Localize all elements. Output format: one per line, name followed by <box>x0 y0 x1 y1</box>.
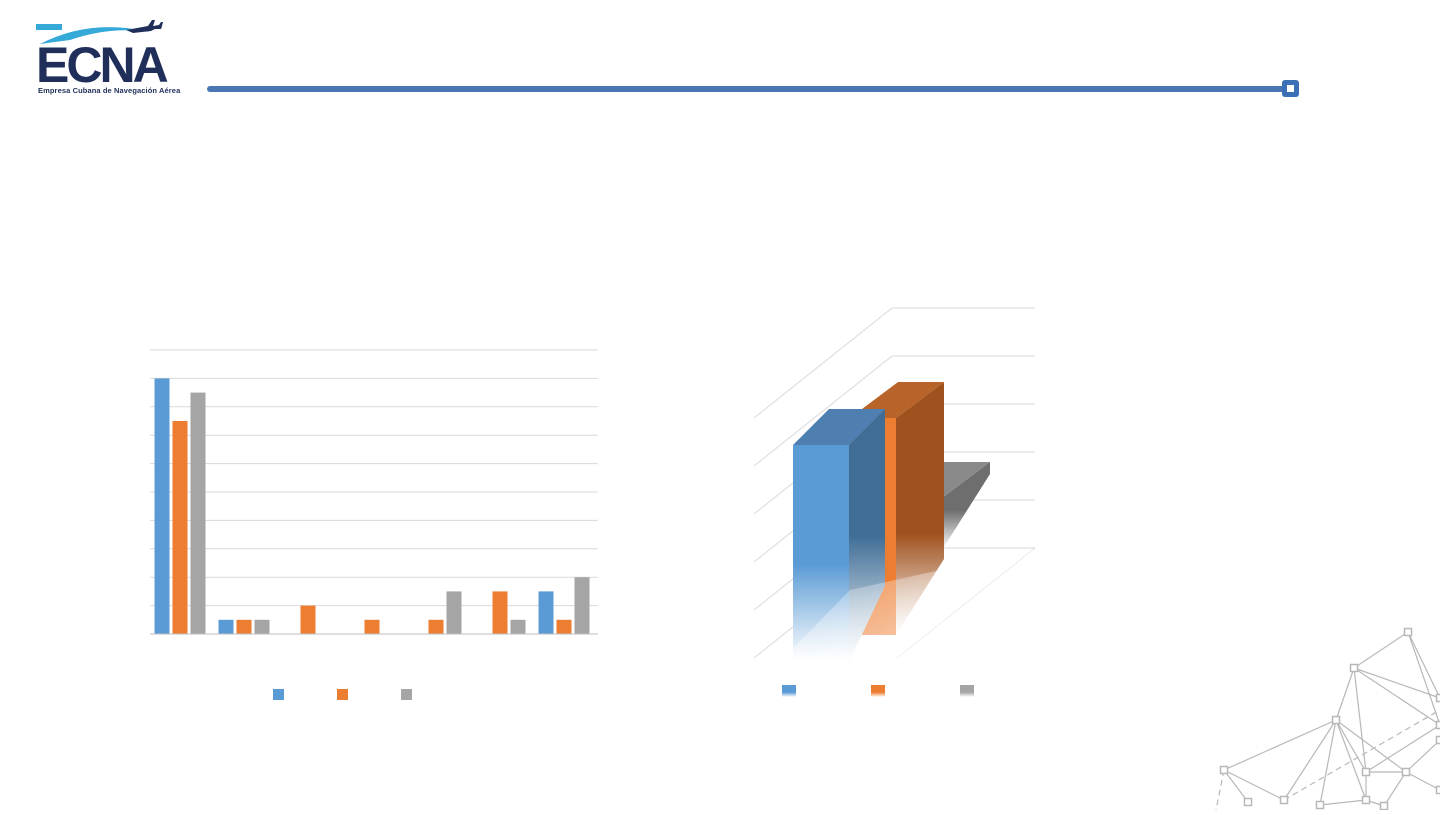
header-divider-graphic <box>205 72 1315 106</box>
bar <box>557 620 572 634</box>
network-edge <box>1354 668 1440 725</box>
network-node <box>1221 767 1228 774</box>
network-edge <box>1354 632 1408 668</box>
bar <box>493 591 508 634</box>
header-divider <box>205 72 1315 106</box>
network-edge <box>1408 632 1440 725</box>
network-node <box>1437 695 1440 702</box>
network-edge <box>1406 772 1440 790</box>
bar <box>301 606 316 634</box>
network-node <box>1317 802 1324 809</box>
network-node <box>1437 737 1440 744</box>
bar <box>173 421 188 634</box>
legend-swatch <box>273 689 284 700</box>
network-edge <box>1354 668 1366 772</box>
network-node <box>1351 665 1358 672</box>
network-node <box>1405 629 1412 636</box>
bar <box>429 620 444 634</box>
network-node <box>1363 797 1370 804</box>
logo-wordmark: ECNA <box>36 37 168 93</box>
network-node <box>1403 769 1410 776</box>
bar <box>219 620 234 634</box>
network-edge <box>1224 770 1284 800</box>
network-edge-dashed <box>1284 710 1440 800</box>
legend-item <box>871 682 885 700</box>
bar <box>365 620 380 634</box>
network-node <box>1245 799 1252 806</box>
bar <box>575 577 590 634</box>
network-decoration <box>1190 580 1440 810</box>
header-rule <box>207 86 1287 92</box>
bar <box>237 620 252 634</box>
bar <box>539 591 554 634</box>
side-gridline <box>754 308 892 418</box>
bar <box>191 393 206 634</box>
network-node <box>1363 769 1370 776</box>
network-node <box>1437 722 1440 729</box>
network-node <box>1333 717 1340 724</box>
network-graphic <box>1190 580 1440 810</box>
network-edge <box>1384 772 1406 806</box>
legend-item <box>960 682 974 700</box>
network-edge <box>1224 770 1248 802</box>
chart2-legend <box>770 680 1030 696</box>
bar <box>155 378 170 634</box>
chart2-plot <box>740 290 1060 670</box>
network-edge <box>1320 800 1366 805</box>
legend-swatch <box>401 689 412 700</box>
network-node <box>1281 797 1288 804</box>
legend-item <box>337 686 348 704</box>
network-edge <box>1366 725 1440 772</box>
legend-item <box>401 686 412 704</box>
network-edge <box>1336 668 1354 720</box>
chart1-legend <box>140 684 610 700</box>
network-edge-dashed <box>1216 770 1224 810</box>
legend-item <box>782 682 796 700</box>
header-end-square-inner <box>1287 85 1294 92</box>
logo-subtitle: Empresa Cubana de Navegación Aérea <box>38 86 180 95</box>
network-edge <box>1406 740 1440 772</box>
network-node <box>1381 803 1388 810</box>
bar <box>511 620 526 634</box>
legend-swatch <box>960 685 974 697</box>
tower-icon <box>36 24 62 30</box>
bar <box>447 591 462 634</box>
chart1-plot <box>140 340 610 640</box>
network-node <box>1437 787 1440 794</box>
3d-column-chart <box>740 290 1060 670</box>
airplane-icon <box>126 20 163 33</box>
legend-swatch <box>337 689 348 700</box>
clustered-column-chart <box>140 340 610 640</box>
legend-swatch <box>871 685 885 697</box>
legend-item <box>273 686 284 704</box>
bar <box>255 620 270 634</box>
legend-swatch <box>782 685 796 697</box>
